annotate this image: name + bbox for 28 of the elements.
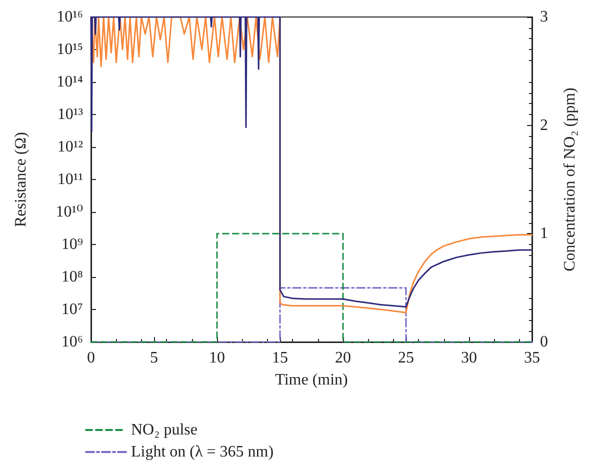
x-tick-label: 25 xyxy=(398,350,414,366)
y2-tick-label: 2 xyxy=(540,116,548,134)
legend-label: NO₂ pulse xyxy=(131,422,198,438)
y-tick-label: 10⁷ xyxy=(61,301,83,318)
x-tick-label: 0 xyxy=(87,350,95,366)
y2-tick-label: 1 xyxy=(540,225,548,242)
y-tick-label: 10¹¹ xyxy=(57,171,84,188)
y-tick-label: 10¹⁶ xyxy=(56,8,83,26)
y2-tick-label: 3 xyxy=(540,8,548,26)
y-tick-label: 10¹⁵ xyxy=(56,41,83,58)
x-tick-label: 20 xyxy=(335,350,351,366)
x-tick-label: 30 xyxy=(461,350,477,366)
x-axis-title: Time (min) xyxy=(275,372,348,388)
x-tick-label: 10 xyxy=(209,350,225,366)
x-tick-label: 5 xyxy=(150,350,158,366)
y2-tick-label: 0 xyxy=(540,334,548,350)
x-tick-label: 35 xyxy=(524,350,540,366)
y-axis-title: Resistance (Ω) xyxy=(12,132,30,227)
y-tick-label: 10¹² xyxy=(57,138,84,156)
y-tick-label: 10⁹ xyxy=(61,236,84,253)
y2-axis-title: Concentration of NO₂ (ppm) xyxy=(562,88,578,272)
y-tick-label: 10⁶ xyxy=(61,334,83,350)
y-tick-label: 10⁸ xyxy=(61,268,83,286)
x-tick-label: 15 xyxy=(272,350,288,366)
y-tick-label: 10¹⁴ xyxy=(56,74,84,90)
legend-label: Light on (λ = 365 nm) xyxy=(131,444,274,460)
y-tick-label: 10¹⁰ xyxy=(56,204,83,220)
y-tick-label: 10¹³ xyxy=(57,106,84,123)
